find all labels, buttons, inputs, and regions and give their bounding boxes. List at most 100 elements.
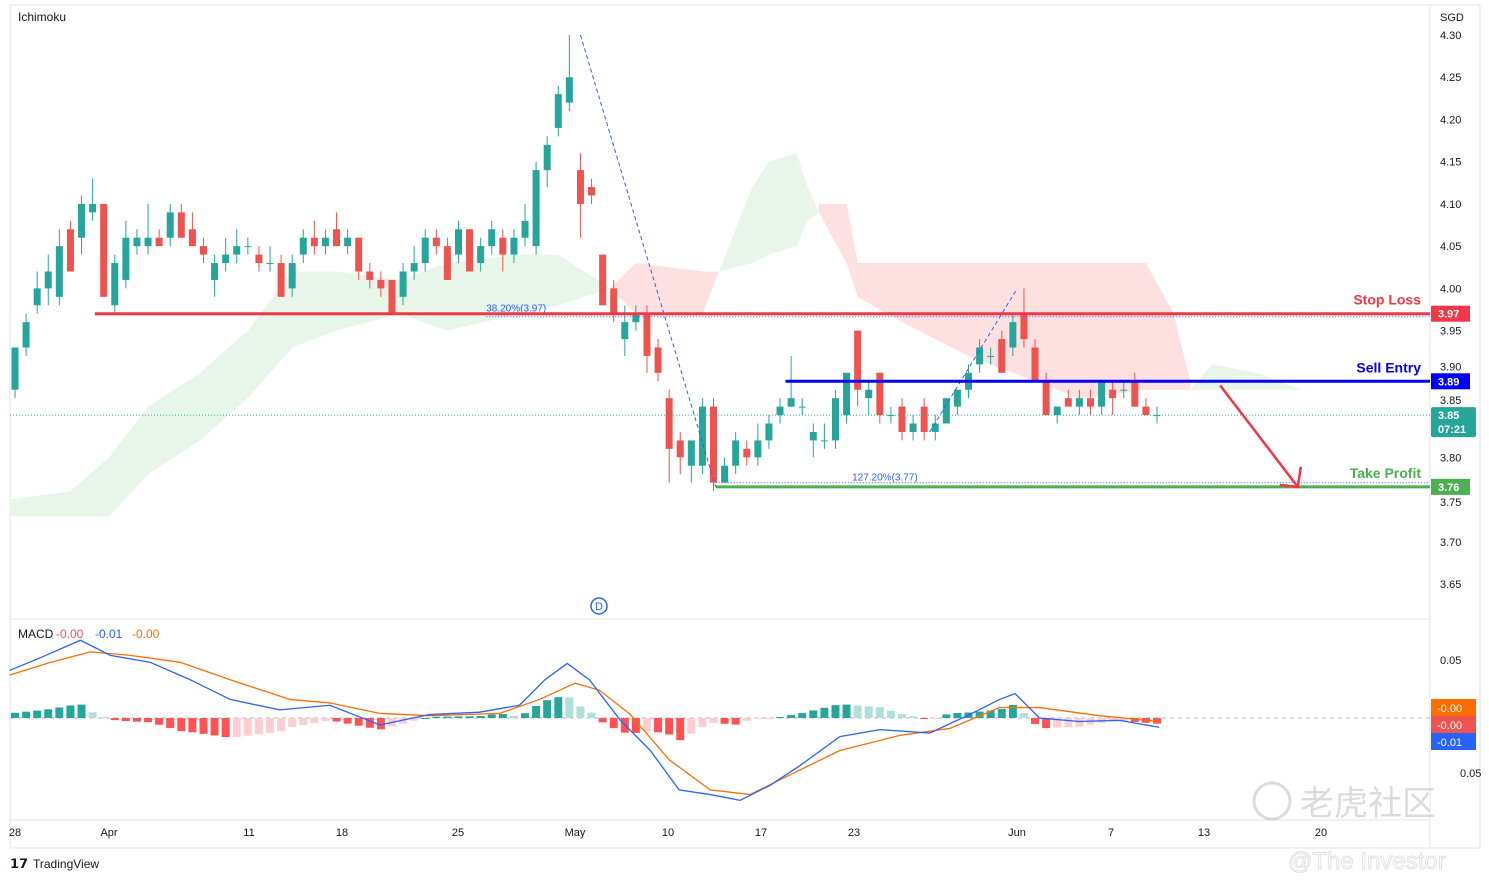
candle <box>454 220 462 264</box>
time-tick: 18 <box>336 827 348 839</box>
candle-body <box>233 246 241 255</box>
candle <box>310 220 318 255</box>
candle-body <box>1098 381 1106 407</box>
candle <box>211 254 219 297</box>
time-axis[interactable]: 28 Apr 11 18 25 May 10 17 23 Jun 7 13 20 <box>9 827 1327 839</box>
candle-body <box>255 254 263 264</box>
candle-body <box>388 279 396 314</box>
candle <box>976 339 984 373</box>
candle <box>754 423 762 466</box>
watermark-logo-icon <box>1252 781 1292 821</box>
candle-body <box>211 263 219 280</box>
candle <box>244 237 252 255</box>
macd-histogram-bar <box>931 718 940 719</box>
candle-body <box>942 398 950 424</box>
macd-histogram-bar <box>1019 712 1028 718</box>
candle <box>1086 389 1094 416</box>
price-tick: 4.10 <box>1440 199 1461 211</box>
candle-body <box>765 423 773 441</box>
annotations: 38.20%(3.97) 127.20%(3.77) 3.85 07:21 Stop L… <box>10 34 1476 495</box>
candle-body <box>188 229 196 247</box>
price-tick: 3.80 <box>1440 452 1461 464</box>
macd-histogram-bar <box>842 704 851 718</box>
macd-histogram-bar <box>942 714 951 718</box>
candle-body <box>665 398 673 449</box>
macd-histogram-bar <box>465 716 474 718</box>
macd-histogram-bar <box>266 718 275 733</box>
macd-histogram-bar <box>1108 718 1117 722</box>
candle-body <box>987 355 995 357</box>
candle-body <box>1031 347 1039 382</box>
indicator-label[interactable]: Ichimoku <box>18 10 66 24</box>
candle <box>698 398 706 475</box>
candle <box>887 406 895 424</box>
candle <box>166 203 174 247</box>
macd-histogram-bar <box>487 714 496 718</box>
macd-histogram-bar <box>177 718 186 732</box>
price-tick: 3.85 <box>1440 395 1461 407</box>
candle <box>466 229 474 272</box>
tradingview-logo[interactable]: 𝟭𝟳 TradingView <box>10 856 99 871</box>
candle-body <box>532 170 540 247</box>
candle <box>532 161 540 255</box>
macd-histogram-bar <box>132 718 141 722</box>
candle-body <box>299 237 307 255</box>
candle-body <box>310 237 318 247</box>
cloud-green <box>9 254 611 517</box>
price-tick: 3.90 <box>1440 361 1461 373</box>
candle-body <box>177 212 185 238</box>
candle <box>233 229 241 264</box>
candle-body <box>321 237 329 247</box>
candle <box>643 305 651 373</box>
macd-legend[interactable]: MACD -0.00 -0.01 -0.00 <box>18 627 160 641</box>
macd-histogram-bar <box>376 718 385 730</box>
macd-line <box>9 639 1160 802</box>
sell-entry-tag: 3.89 <box>1438 376 1459 388</box>
candle <box>565 35 573 112</box>
candle <box>22 313 30 356</box>
cloud-red <box>818 203 1191 399</box>
macd-legend-hist: -0.00 <box>56 627 84 641</box>
candle <box>144 203 152 255</box>
candle-body <box>1086 398 1094 407</box>
macd-histogram-bar <box>343 718 352 724</box>
sell-entry-tag-bg <box>1431 373 1470 390</box>
macd-histogram-bar <box>631 718 640 733</box>
candle <box>55 229 63 306</box>
candle-body <box>831 398 839 441</box>
candle <box>554 85 562 137</box>
last-price-value: 3.85 <box>1438 410 1459 422</box>
candle-body <box>1075 398 1083 407</box>
macd-histogram-bar <box>986 710 995 718</box>
macd-histogram-bar <box>798 713 807 718</box>
price-tick: 4.25 <box>1440 72 1461 84</box>
candle-body <box>610 288 618 314</box>
macd-histogram-bar <box>565 697 574 718</box>
currency-label: SGD <box>1440 12 1464 24</box>
macd-histogram-bar <box>443 716 452 718</box>
candle-body <box>144 237 152 247</box>
time-tick: 10 <box>662 827 674 839</box>
macd-histogram-bar <box>654 718 663 733</box>
time-tick: 28 <box>9 827 21 839</box>
macd-histogram-bar <box>809 710 818 718</box>
macd-histogram-bar <box>288 718 297 728</box>
macd-histogram-bar <box>587 712 596 718</box>
macd-value-tag-bg <box>1431 716 1476 733</box>
macd-histogram-bar <box>55 707 64 718</box>
candle <box>931 415 939 441</box>
candle-body <box>377 279 385 289</box>
price-tick: 4.30 <box>1440 30 1461 42</box>
candle-body <box>410 263 418 272</box>
candle-body <box>510 237 518 255</box>
price-axis[interactable]: 4.30 4.25 4.20 4.15 4.10 4.05 4.00 3.95 3.90 3.85… <box>1440 30 1461 591</box>
macd-histogram-bar <box>1130 718 1139 722</box>
candle-body <box>44 271 52 289</box>
macd-histogram-bar <box>77 704 86 718</box>
session-marker[interactable]: D <box>590 597 608 615</box>
candle-body <box>787 398 795 407</box>
macd-histogram-bar <box>609 718 618 729</box>
sell-entry-level: Sell Entry 3.89 <box>785 359 1470 390</box>
candle <box>299 229 307 264</box>
